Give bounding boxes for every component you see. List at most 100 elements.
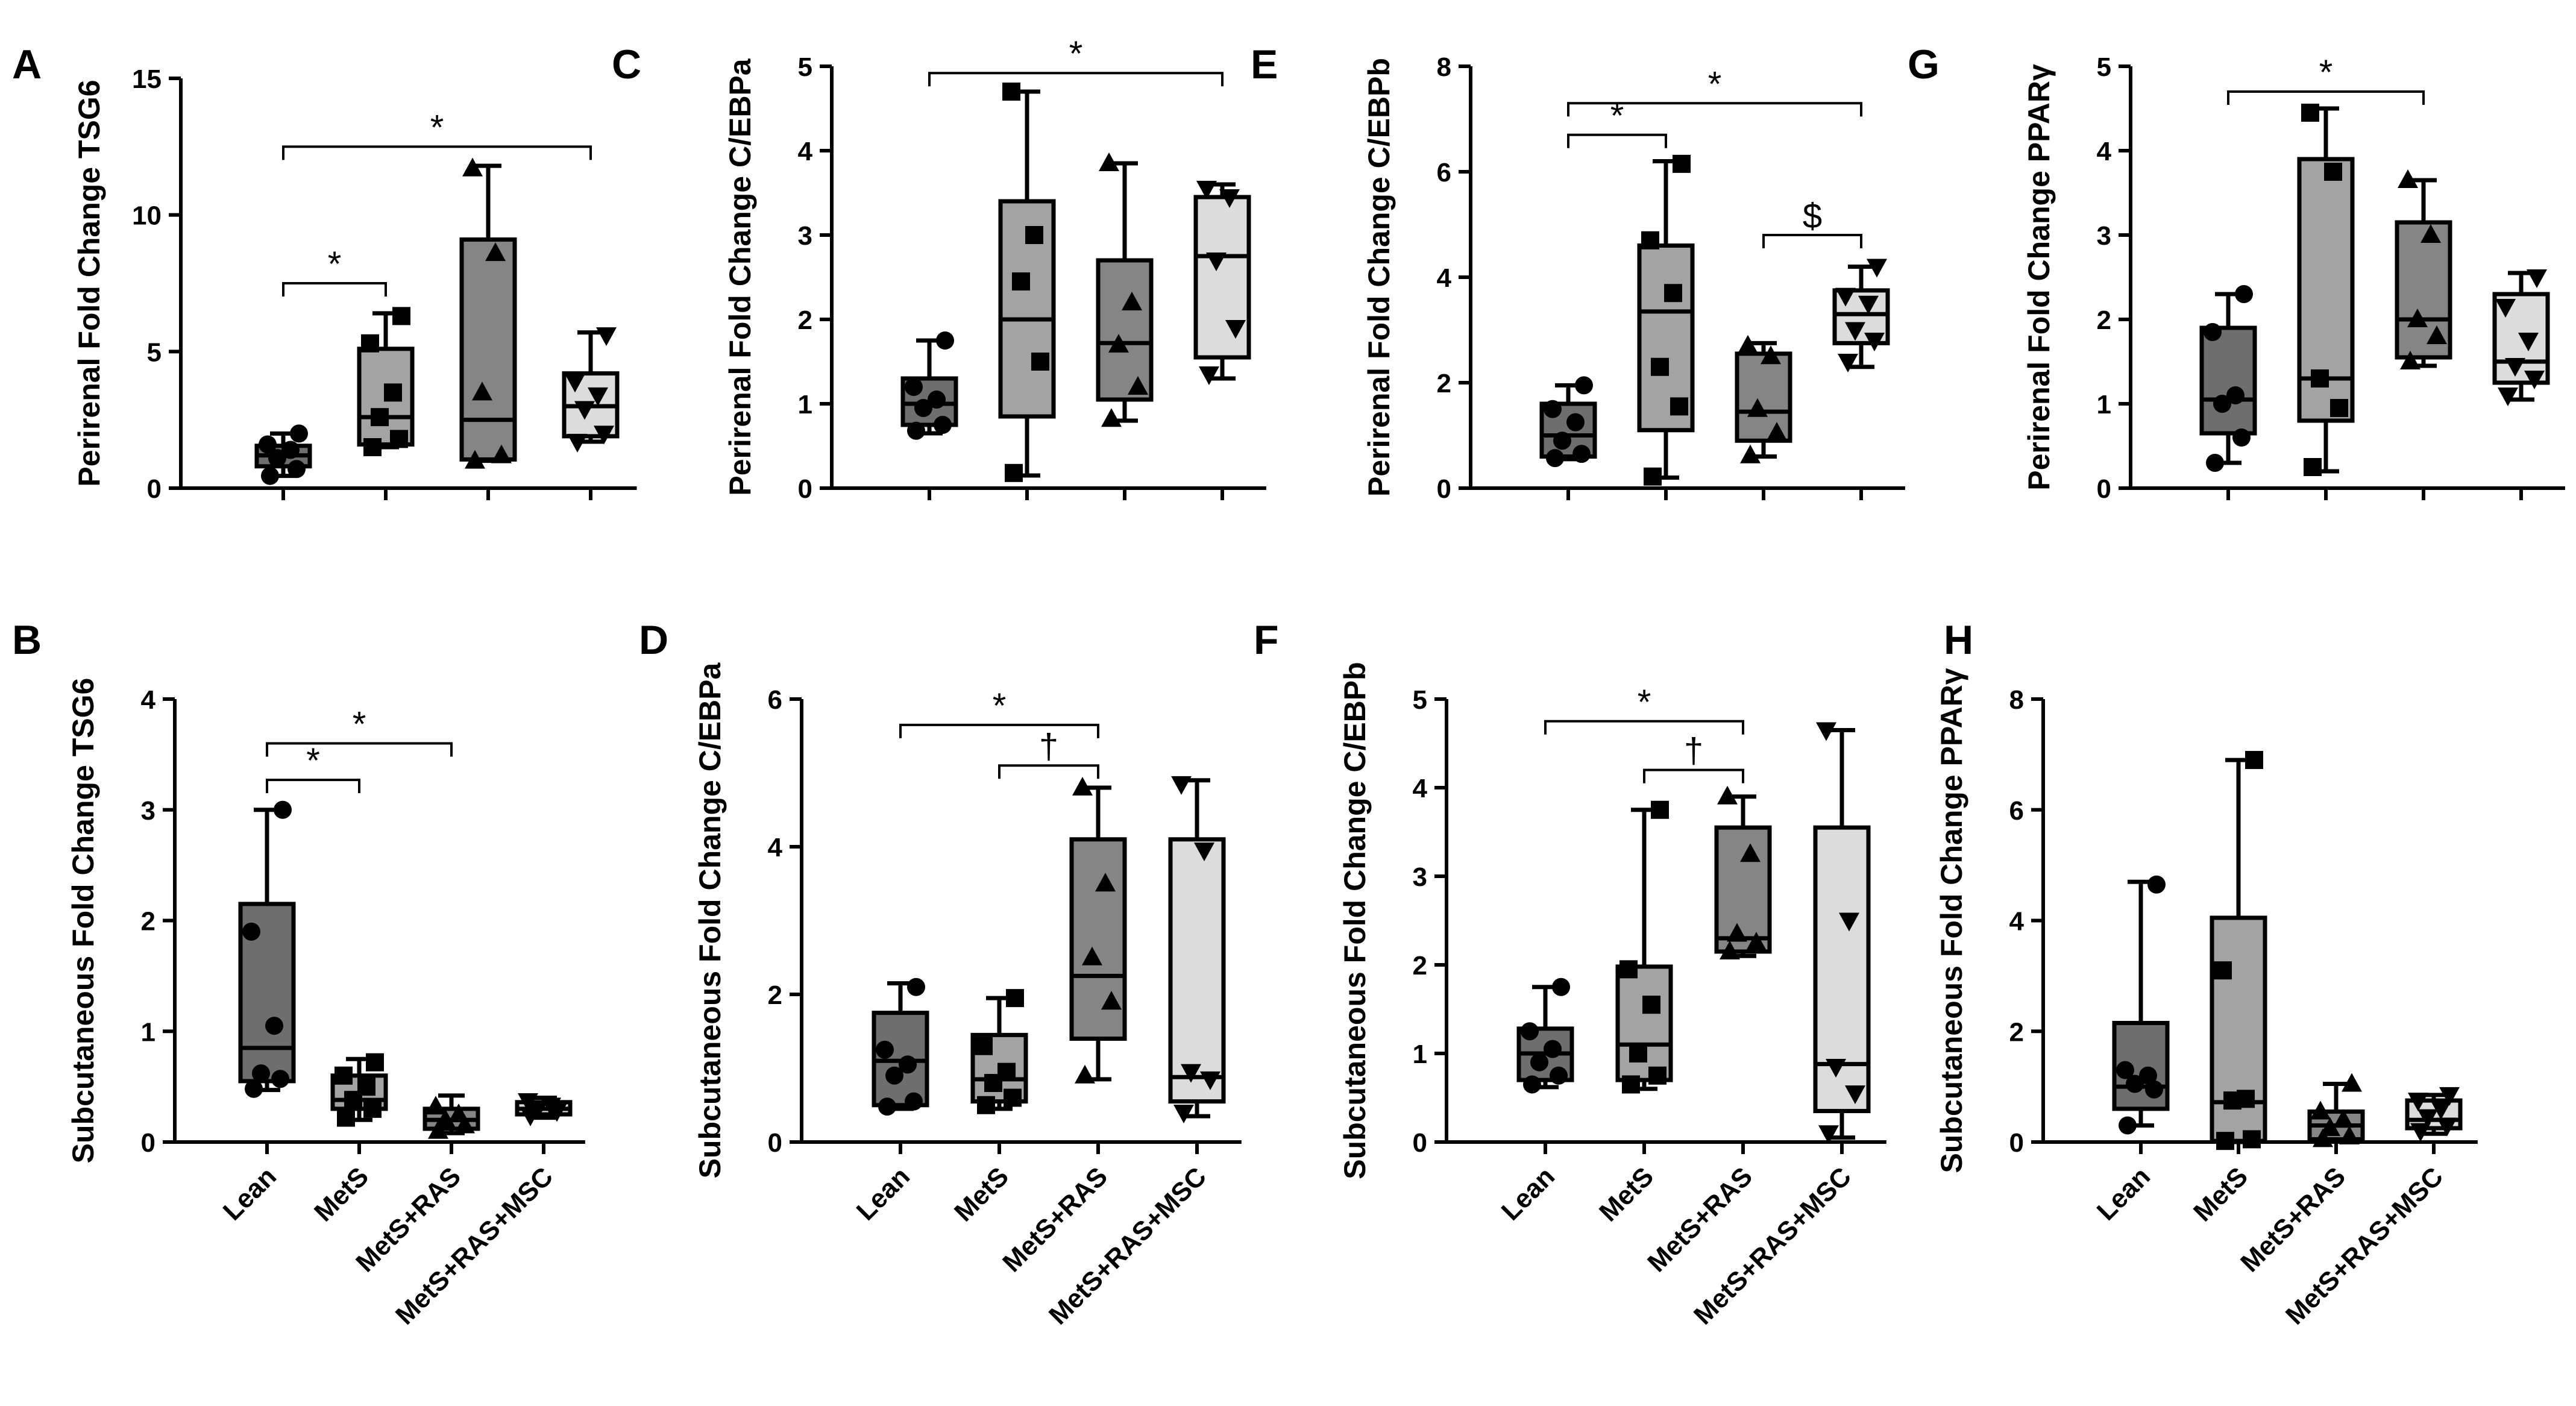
- data-point: [1651, 357, 1669, 376]
- data-point: [1566, 413, 1585, 432]
- panel-letter: F: [1254, 617, 1279, 663]
- box-iqr: [1168, 837, 1226, 1104]
- y-tick-label: 2: [2009, 1017, 2024, 1047]
- data-point: [465, 450, 485, 469]
- y-tick-label: 1: [2097, 390, 2111, 419]
- data-point: [1720, 940, 1740, 959]
- data-point: [1171, 776, 1192, 795]
- significance-bracket: †: [998, 727, 1099, 779]
- y-tick-label: 2: [768, 981, 782, 1010]
- panel-g: G Perirenal Fold Change PPARγ 0 1 2 3 4 5 *: [1908, 42, 2565, 504]
- bracket-line: [1762, 234, 1862, 248]
- box-iqr: [2199, 325, 2257, 436]
- category-label: MetS: [309, 1161, 374, 1227]
- y-axis-label: Subcutaneous Fold Change TSG6: [66, 678, 100, 1164]
- box-group-1: [330, 1053, 388, 1154]
- y-tick-label: 2: [2097, 306, 2111, 335]
- y-axis-label: Perirenal Fold Change C/EBPb: [1362, 58, 1396, 497]
- box-group-3: [2492, 269, 2550, 500]
- data-point: [1199, 366, 1219, 385]
- box-iqr: [1735, 351, 1792, 443]
- y-tick-label: 10: [132, 201, 162, 231]
- significance-label: *: [328, 245, 342, 284]
- y-axis-label: Perirenal Fold Change C/EBPa: [723, 58, 757, 495]
- data-point: [2420, 224, 2441, 243]
- data-point: [2417, 1109, 2438, 1128]
- box-iqr: [1813, 825, 1871, 1114]
- data-point: [1761, 345, 1781, 365]
- y-tick-label: 2: [1437, 369, 1451, 398]
- significance-label: †: [1039, 727, 1058, 766]
- data-point: [1072, 777, 1093, 796]
- data-point: [2527, 269, 2547, 288]
- box-group-2: [1714, 785, 1772, 1154]
- data-point: [245, 1079, 263, 1098]
- data-point: [594, 425, 614, 445]
- significance-bracket: *: [928, 34, 1224, 87]
- significance-label: *: [993, 686, 1007, 726]
- data-point: [518, 1093, 538, 1113]
- significance-label: *: [1638, 683, 1651, 722]
- box-iqr: [1714, 825, 1772, 954]
- box-group-0: [2112, 875, 2170, 1154]
- data-point: [596, 327, 617, 347]
- data-point: [2408, 1093, 2428, 1112]
- significance-bracket: *: [2227, 53, 2425, 105]
- bracket-line: [1643, 768, 1744, 783]
- significance-bracket: *: [266, 741, 360, 794]
- data-point: [426, 1096, 446, 1115]
- significance-bracket: *: [266, 705, 453, 757]
- data-point: [1651, 800, 1669, 819]
- data-point: [1546, 449, 1564, 468]
- y-tick-label: 6: [1437, 158, 1451, 187]
- panel-letter: B: [12, 617, 42, 663]
- significance-label: *: [306, 741, 320, 780]
- y-tick-label: 8: [2009, 685, 2024, 715]
- data-point: [281, 441, 300, 459]
- significance-label: $: [1803, 196, 1822, 236]
- data-point: [1004, 1088, 1022, 1107]
- box-group-3: [1193, 181, 1251, 500]
- data-point: [905, 378, 923, 396]
- box-group-0: [2199, 285, 2257, 500]
- box-group-1: [2297, 104, 2355, 500]
- data-point: [2310, 1100, 2331, 1120]
- data-point: [1002, 83, 1020, 101]
- y-tick-label: 0: [147, 474, 162, 504]
- data-point: [2243, 1130, 2261, 1149]
- y-tick-label: 6: [2009, 796, 2024, 826]
- panel-letter: A: [12, 42, 42, 87]
- data-point: [907, 978, 925, 996]
- data-point: [1544, 1040, 1562, 1058]
- data-point: [265, 1017, 283, 1035]
- data-point: [1122, 292, 1142, 310]
- data-point: [1025, 226, 1043, 244]
- data-point: [271, 1070, 289, 1088]
- data-point: [567, 433, 588, 453]
- data-point: [878, 1097, 896, 1116]
- significance-bracket: *: [1567, 96, 1667, 148]
- box-group-1: [1637, 154, 1695, 500]
- data-point: [899, 1055, 917, 1074]
- data-point: [335, 1066, 353, 1085]
- data-point: [491, 444, 512, 463]
- data-point: [1181, 1064, 1201, 1083]
- data-point: [1012, 272, 1030, 290]
- data-point: [337, 1108, 355, 1127]
- box-group-0: [900, 331, 958, 500]
- data-point: [435, 1109, 456, 1128]
- data-point: [1738, 334, 1758, 354]
- data-point: [361, 334, 379, 353]
- data-point: [936, 331, 954, 350]
- bracket-line: [266, 742, 453, 757]
- data-point: [261, 466, 279, 485]
- data-point: [2245, 751, 2263, 770]
- data-point: [2339, 1125, 2360, 1144]
- y-tick-label: 1: [1413, 1040, 1427, 1069]
- data-point: [1629, 1044, 1647, 1062]
- panel-letter: E: [1251, 42, 1278, 87]
- data-point: [1826, 1059, 1846, 1078]
- data-point: [2524, 371, 2545, 389]
- box-iqr: [1193, 195, 1251, 360]
- data-point: [2226, 386, 2245, 404]
